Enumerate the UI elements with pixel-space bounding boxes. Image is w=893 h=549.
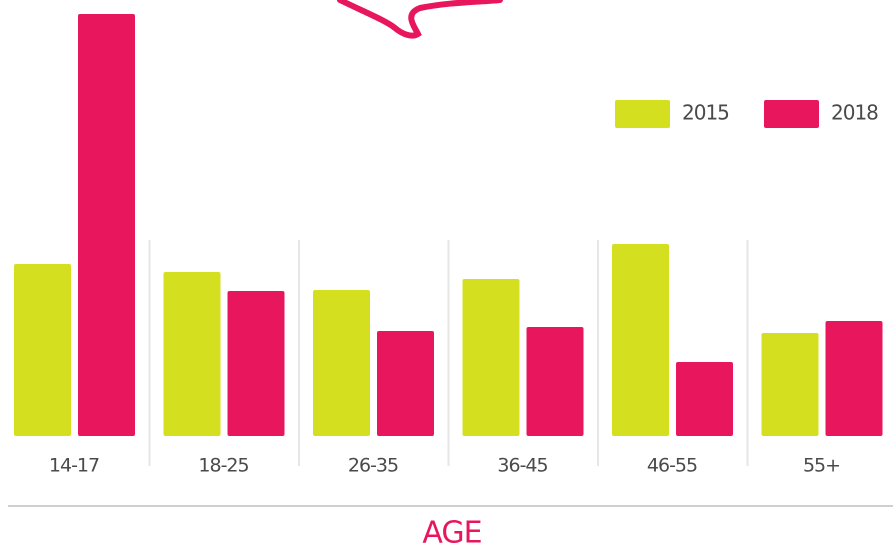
legend-label: 2015: [682, 101, 729, 125]
bar: [313, 290, 370, 436]
legend-swatch: [764, 100, 819, 128]
chart: AGE 14-17 18-25 26-35 36-45 46-55 55+ 2015 2018: [0, 0, 893, 549]
x-tick-label: 18-25: [198, 455, 248, 477]
decoration: [340, 0, 500, 36]
x-axis-label: AGE: [422, 516, 481, 549]
legend-label: 2018: [831, 101, 878, 125]
bar: [762, 333, 819, 436]
bar: [78, 14, 135, 436]
legend-swatch: [615, 100, 670, 128]
bar: [164, 272, 221, 436]
x-tick-label: 26-35: [348, 455, 398, 477]
bar: [463, 279, 520, 436]
bar: [228, 291, 285, 436]
bar: [676, 362, 733, 436]
x-tick-label: 55+: [803, 455, 840, 477]
x-tick-label: 36-45: [497, 455, 547, 477]
x-tick-label: 46-55: [647, 455, 697, 477]
bar: [826, 321, 883, 436]
bar: [377, 331, 434, 436]
bar: [527, 327, 584, 436]
bar: [612, 244, 669, 436]
x-tick-label: 14-17: [49, 455, 99, 477]
bar: [14, 264, 71, 436]
